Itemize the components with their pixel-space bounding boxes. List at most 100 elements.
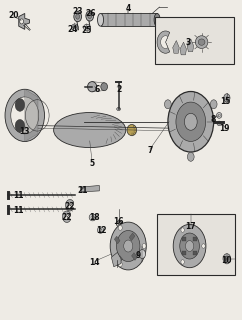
Text: 26: 26: [86, 9, 96, 18]
Ellipse shape: [218, 123, 220, 124]
Bar: [117, 256, 122, 263]
Wedge shape: [68, 202, 72, 208]
Circle shape: [118, 262, 122, 267]
Circle shape: [223, 254, 231, 264]
Text: 11: 11: [14, 190, 24, 200]
Wedge shape: [64, 213, 69, 220]
Ellipse shape: [85, 26, 88, 29]
Text: 11: 11: [14, 206, 24, 215]
Text: 8: 8: [211, 115, 216, 124]
Ellipse shape: [73, 26, 76, 28]
Ellipse shape: [15, 99, 25, 111]
Ellipse shape: [99, 229, 102, 232]
Circle shape: [142, 244, 146, 249]
Text: 17: 17: [185, 222, 196, 231]
Ellipse shape: [54, 113, 126, 148]
Text: 2: 2: [116, 85, 121, 94]
Polygon shape: [180, 42, 186, 55]
Wedge shape: [157, 31, 170, 53]
Ellipse shape: [117, 108, 121, 111]
Bar: [100, 13, 157, 26]
Bar: [114, 236, 120, 244]
Ellipse shape: [154, 13, 160, 26]
Text: 21: 21: [77, 186, 88, 195]
Circle shape: [76, 14, 80, 19]
Circle shape: [139, 250, 145, 259]
Ellipse shape: [217, 113, 222, 118]
Ellipse shape: [83, 24, 90, 31]
Circle shape: [20, 19, 23, 24]
Ellipse shape: [198, 39, 205, 45]
Bar: [182, 251, 186, 255]
Ellipse shape: [217, 121, 221, 125]
Text: 22: 22: [62, 213, 72, 222]
Ellipse shape: [98, 227, 104, 233]
Bar: [132, 253, 137, 260]
Text: 22: 22: [64, 202, 75, 211]
Circle shape: [74, 12, 82, 22]
Circle shape: [5, 89, 45, 141]
Circle shape: [168, 92, 214, 152]
Text: 25: 25: [81, 26, 91, 35]
Text: 20: 20: [9, 11, 19, 20]
Bar: [182, 237, 186, 241]
Bar: [193, 237, 197, 241]
Text: 23: 23: [72, 7, 83, 16]
Wedge shape: [62, 211, 71, 222]
Circle shape: [181, 228, 184, 232]
Circle shape: [165, 100, 171, 109]
Circle shape: [210, 100, 217, 109]
Text: 5: 5: [90, 159, 95, 168]
Circle shape: [184, 113, 197, 130]
Text: 19: 19: [219, 124, 230, 132]
Wedge shape: [161, 36, 168, 49]
Polygon shape: [19, 13, 30, 29]
Text: 7: 7: [147, 146, 152, 155]
Circle shape: [187, 152, 194, 161]
Polygon shape: [173, 41, 179, 53]
Circle shape: [124, 240, 133, 252]
Polygon shape: [187, 39, 194, 52]
Ellipse shape: [195, 36, 208, 49]
Text: 10: 10: [222, 256, 232, 265]
Ellipse shape: [15, 119, 25, 132]
Circle shape: [118, 225, 122, 230]
Text: 24: 24: [68, 25, 78, 34]
Text: 9: 9: [135, 251, 140, 260]
Polygon shape: [25, 89, 38, 141]
Circle shape: [86, 11, 94, 21]
Ellipse shape: [88, 82, 97, 92]
Ellipse shape: [98, 13, 104, 26]
Circle shape: [202, 244, 205, 248]
Ellipse shape: [118, 222, 120, 225]
Ellipse shape: [101, 83, 107, 91]
Bar: [193, 251, 197, 255]
Ellipse shape: [218, 114, 220, 117]
Circle shape: [180, 233, 199, 259]
Ellipse shape: [91, 216, 94, 219]
Bar: [129, 233, 135, 241]
Text: 4: 4: [126, 4, 131, 13]
Circle shape: [116, 230, 140, 261]
Ellipse shape: [127, 124, 137, 136]
Wedge shape: [66, 199, 74, 211]
Circle shape: [11, 97, 39, 134]
Text: 16: 16: [113, 217, 124, 226]
Text: 18: 18: [89, 213, 100, 222]
Text: 14: 14: [89, 258, 100, 267]
Polygon shape: [111, 252, 121, 267]
Circle shape: [176, 102, 206, 141]
Ellipse shape: [71, 24, 78, 30]
Circle shape: [181, 260, 184, 264]
Circle shape: [224, 94, 230, 102]
Text: 15: 15: [220, 97, 231, 106]
Bar: [157, 214, 235, 275]
Text: 12: 12: [97, 226, 107, 235]
Circle shape: [185, 241, 194, 252]
Text: 6: 6: [94, 85, 99, 94]
Bar: [155, 17, 234, 64]
Circle shape: [88, 13, 92, 19]
Ellipse shape: [89, 214, 96, 221]
Circle shape: [173, 224, 206, 268]
Circle shape: [225, 256, 229, 261]
